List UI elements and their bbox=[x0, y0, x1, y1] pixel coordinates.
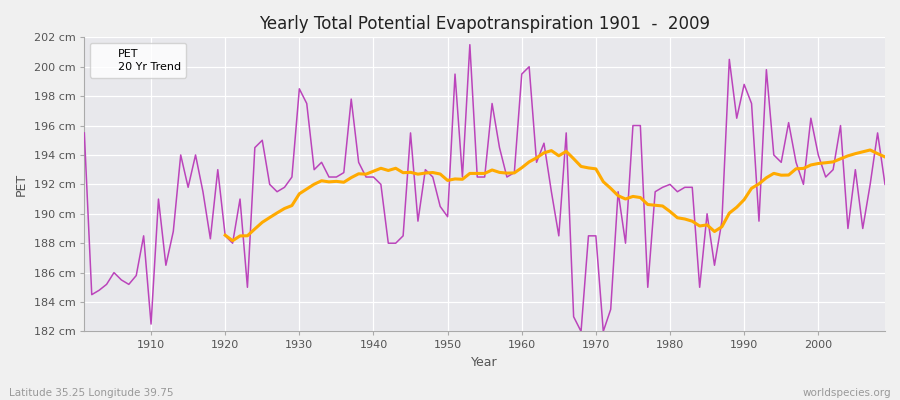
Y-axis label: PET: PET bbox=[15, 173, 28, 196]
PET bbox=[524, 64, 535, 69]
PET bbox=[139, 234, 149, 238]
PET bbox=[517, 72, 527, 76]
Line: 20 Yr Trend: 20 Yr Trend bbox=[225, 150, 885, 241]
Legend: PET, 20 Yr Trend: PET, 20 Yr Trend bbox=[90, 43, 186, 78]
20 Yr Trend bbox=[517, 165, 527, 170]
PET bbox=[464, 42, 475, 47]
Text: worldspecies.org: worldspecies.org bbox=[803, 388, 891, 398]
PET bbox=[620, 241, 631, 246]
Text: Latitude 35.25 Longitude 39.75: Latitude 35.25 Longitude 39.75 bbox=[9, 388, 174, 398]
PET bbox=[302, 101, 312, 106]
20 Yr Trend bbox=[346, 175, 356, 180]
PET bbox=[576, 329, 587, 334]
X-axis label: Year: Year bbox=[472, 356, 498, 369]
PET bbox=[346, 97, 356, 102]
20 Yr Trend bbox=[508, 170, 519, 175]
PET bbox=[79, 130, 90, 135]
20 Yr Trend bbox=[606, 186, 616, 191]
Title: Yearly Total Potential Evapotranspiration 1901  -  2009: Yearly Total Potential Evapotranspiratio… bbox=[259, 15, 710, 33]
20 Yr Trend bbox=[879, 154, 890, 159]
PET bbox=[879, 182, 890, 187]
Line: PET: PET bbox=[85, 45, 885, 332]
20 Yr Trend bbox=[302, 187, 312, 192]
